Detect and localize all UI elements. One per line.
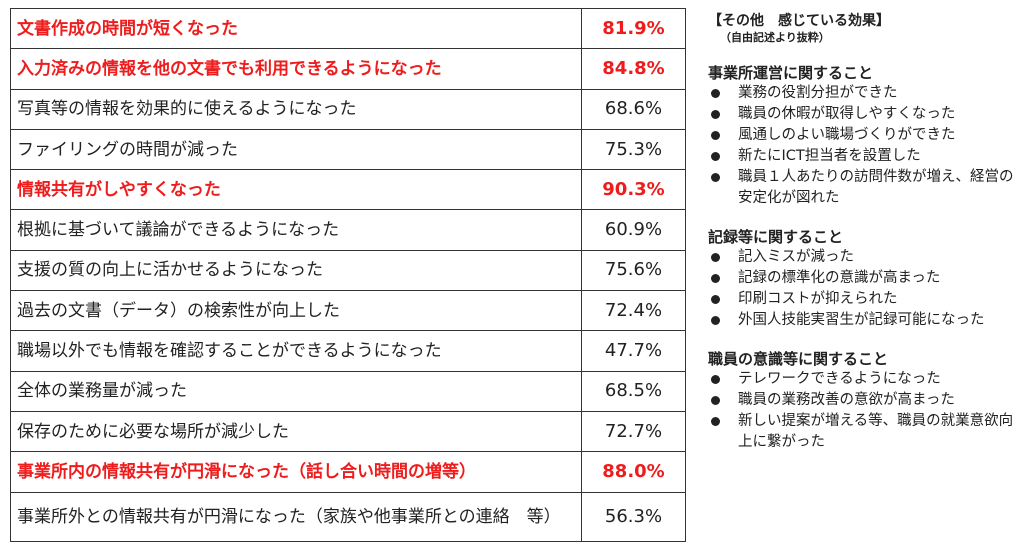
list-item-text: 印刷コストが抑えられた xyxy=(738,291,898,307)
list-item: 新たにICT担当者を設置した xyxy=(708,146,1018,167)
bullet-icon xyxy=(711,173,720,182)
list-item: 記入ミスが減った xyxy=(708,247,1018,268)
list-item-text: 新たにICT担当者を設置した xyxy=(738,148,921,164)
table-row: 写真等の情報を効果的に使えるようになった 68.6% xyxy=(10,88,686,130)
list-item: 外国人技能実習生が記録可能になった xyxy=(708,310,1018,331)
section-management: 事業所運営に関すること 業務の役割分担ができた 職員の休暇が取得しやすくなった … xyxy=(708,63,1018,209)
row-value: 60.9% xyxy=(581,209,686,251)
bullet-icon xyxy=(711,417,720,426)
row-value: 56.3% xyxy=(581,491,686,542)
table-row: 根拠に基づいて議論ができるようになった 60.9% xyxy=(10,209,686,251)
list-item-text: 記入ミスが減った xyxy=(738,249,854,265)
section-heading: 記録等に関すること xyxy=(708,228,844,246)
row-value: 68.5% xyxy=(581,370,686,412)
bullet-icon xyxy=(711,253,720,262)
other-effects-note: （自由記述より抜粋） xyxy=(720,31,830,44)
list-item: 職員１人あたりの訪問件数が増え、経営の安定化が図れた xyxy=(708,167,1018,209)
bullet-icon xyxy=(711,110,720,119)
list-item: 記録の標準化の意識が高まった xyxy=(708,268,1018,289)
row-value: 84.8% xyxy=(581,48,686,90)
other-effects-title: 【その他 感じている効果】 xyxy=(708,13,890,29)
list-item: 職員の休暇が取得しやすくなった xyxy=(708,104,1018,125)
table-row: 入力済みの情報を他の文書でも利用できるようになった 84.8% xyxy=(10,48,686,90)
row-label: 情報共有がしやすくなった xyxy=(10,169,582,211)
effects-table-body: 文書作成の時間が短くなった 81.9% 入力済みの情報を他の文書でも利用できるよう… xyxy=(10,7,686,542)
bullet-icon xyxy=(711,152,720,161)
row-value: 75.3% xyxy=(581,128,686,171)
table-row: 事業所内の情報共有が円滑になった（話し合い時間の増等） 88.0% xyxy=(10,451,686,493)
row-label: 職場以外でも情報を確認することができるようになった xyxy=(10,330,582,372)
list-item: テレワークできるようになった xyxy=(708,369,1018,390)
bullet-list: 業務の役割分担ができた 職員の休暇が取得しやすくなった 風通しのよい職場づくりが… xyxy=(708,83,1018,209)
other-effects-panel: 【その他 感じている効果】 （自由記述より抜粋） 事業所運営に関すること 業務の… xyxy=(708,12,1018,453)
list-item: 業務の役割分担ができた xyxy=(708,83,1018,104)
bullet-icon xyxy=(711,316,720,325)
row-label: 文書作成の時間が短くなった xyxy=(10,7,582,50)
bullet-icon xyxy=(711,274,720,283)
list-item-text: 職員の休暇が取得しやすくなった xyxy=(738,106,956,122)
list-item-text: 職員１人あたりの訪問件数が増え、経営の安定化が図れた xyxy=(738,169,1014,206)
row-label: 入力済みの情報を他の文書でも利用できるようになった xyxy=(10,48,582,90)
table-row: 過去の文書（データ）の検索性が向上した 72.4% xyxy=(10,290,686,332)
row-value: 68.6% xyxy=(581,88,686,130)
row-value: 88.0% xyxy=(581,451,686,493)
list-item: 印刷コストが抑えられた xyxy=(708,289,1018,310)
bullet-icon xyxy=(711,396,720,405)
row-value: 72.4% xyxy=(581,290,686,332)
list-item-text: 風通しのよい職場づくりができた xyxy=(738,127,956,143)
section-staff-awareness: 職員の意識等に関すること テレワークできるようになった 職員の業務改善の意欲が高… xyxy=(708,349,1018,453)
section-heading: 事業所運営に関すること xyxy=(708,64,874,82)
bullet-icon xyxy=(711,375,720,384)
effects-table: 文書作成の時間が短くなった 81.9% 入力済みの情報を他の文書でも利用できるよう… xyxy=(10,7,686,542)
row-label: 全体の業務量が減った xyxy=(10,370,582,412)
row-label: 保存のために必要な場所が減少した xyxy=(10,410,582,453)
row-label: 事業所内の情報共有が円滑になった（話し合い時間の増等） xyxy=(10,451,582,493)
table-row: 保存のために必要な場所が減少した 72.7% xyxy=(10,410,686,453)
list-item-text: 業務の役割分担ができた xyxy=(738,85,898,101)
bullet-list: 記入ミスが減った 記録の標準化の意識が高まった 印刷コストが抑えられた 外国人技… xyxy=(708,247,1018,331)
row-value: 75.6% xyxy=(581,249,686,292)
row-label: 過去の文書（データ）の検索性が向上した xyxy=(10,290,582,332)
list-item: 新しい提案が増える等、職員の就業意欲向上に繋がった xyxy=(708,411,1018,453)
table-row: 事業所外との情報共有が円滑になった（家族や他事業所との連絡 等） 56.3% xyxy=(10,491,686,542)
row-value: 47.7% xyxy=(581,330,686,372)
row-label: ファイリングの時間が減った xyxy=(10,128,582,171)
list-item-text: 外国人技能実習生が記録可能になった xyxy=(738,312,985,328)
row-value: 90.3% xyxy=(581,169,686,211)
section-records: 記録等に関すること 記入ミスが減った 記録の標準化の意識が高まった 印刷コストが… xyxy=(708,227,1018,331)
list-item-text: 新しい提案が増える等、職員の就業意欲向上に繋がった xyxy=(738,413,1014,450)
list-item-text: 記録の標準化の意識が高まった xyxy=(738,270,941,286)
bullet-icon xyxy=(711,131,720,140)
row-label: 支援の質の向上に活かせるようになった xyxy=(10,249,582,292)
bullet-list: テレワークできるようになった 職員の業務改善の意欲が高まった 新しい提案が増える… xyxy=(708,369,1018,453)
list-item: 風通しのよい職場づくりができた xyxy=(708,125,1018,146)
table-row: ファイリングの時間が減った 75.3% xyxy=(10,128,686,171)
bullet-icon xyxy=(711,295,720,304)
table-row: 全体の業務量が減った 68.5% xyxy=(10,370,686,412)
table-row: 支援の質の向上に活かせるようになった 75.6% xyxy=(10,249,686,292)
row-label: 写真等の情報を効果的に使えるようになった xyxy=(10,88,582,130)
row-label: 根拠に基づいて議論ができるようになった xyxy=(10,209,582,251)
table-row: 情報共有がしやすくなった 90.3% xyxy=(10,169,686,211)
table-row: 職場以外でも情報を確認することができるようになった 47.7% xyxy=(10,330,686,372)
list-item-text: 職員の業務改善の意欲が高まった xyxy=(738,392,955,408)
row-label: 事業所外との情報共有が円滑になった（家族や他事業所との連絡 等） xyxy=(10,491,582,542)
list-item: 職員の業務改善の意欲が高まった xyxy=(708,390,1018,411)
list-item-text: テレワークできるようになった xyxy=(738,371,941,387)
section-heading: 職員の意識等に関すること xyxy=(708,350,889,368)
table-row: 文書作成の時間が短くなった 81.9% xyxy=(10,7,686,50)
row-value: 72.7% xyxy=(581,410,686,453)
bullet-icon xyxy=(711,89,720,98)
row-value: 81.9% xyxy=(581,7,686,50)
